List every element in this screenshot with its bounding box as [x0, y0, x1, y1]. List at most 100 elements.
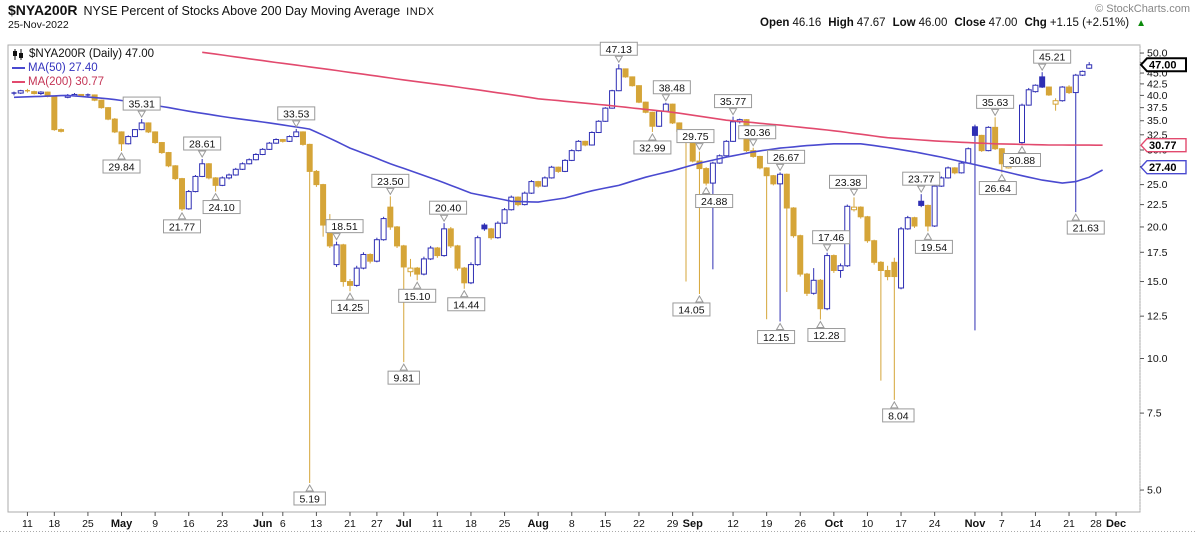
x-tick-label: 10	[862, 518, 874, 530]
annotation-box	[398, 288, 437, 303]
annotation-pointer	[695, 143, 704, 151]
candle-body	[797, 235, 804, 275]
x-tick-label: 7	[999, 518, 1005, 530]
candle-body	[474, 237, 481, 266]
annotation-value: 30.88	[1009, 155, 1035, 167]
candle-body	[548, 166, 555, 179]
candle-body	[810, 279, 817, 294]
x-tick-label: 11	[432, 518, 443, 530]
candle-body	[857, 206, 864, 218]
x-tick-label: 27	[371, 518, 383, 530]
annotation-box	[672, 302, 711, 317]
candle-body	[320, 184, 327, 226]
annotation-box	[387, 370, 420, 385]
y-tick-label: 35.0	[1147, 115, 1168, 127]
candle-body	[279, 139, 286, 142]
x-tick-label: Aug	[527, 518, 548, 530]
annotation-box	[122, 96, 161, 111]
candle-body	[635, 85, 642, 103]
x-tick-label: 13	[311, 518, 323, 530]
candle-body	[985, 126, 992, 152]
annotation-box	[1066, 220, 1105, 235]
candle-body	[252, 153, 259, 161]
ma200-line-swatch	[12, 81, 25, 83]
x-tick-label: 19	[761, 518, 773, 530]
chg-label: Chg	[1024, 17, 1047, 29]
candle-body	[931, 185, 938, 227]
annotation-value: 14.25	[337, 302, 363, 314]
candle-body	[535, 181, 542, 187]
candle-body	[31, 91, 38, 95]
candle-body	[521, 192, 528, 206]
annotation-value: 19.54	[921, 242, 947, 254]
candle-body	[467, 264, 474, 284]
annotation-pointer	[923, 232, 933, 240]
candle-body	[951, 167, 958, 174]
candle-body	[434, 247, 441, 257]
close-value: 47.00	[988, 17, 1018, 29]
candle-body	[414, 267, 421, 275]
candle-body	[750, 150, 757, 157]
candle-body	[481, 224, 488, 230]
candle-body	[299, 131, 306, 145]
candle-body	[367, 253, 374, 262]
annotation-box	[914, 239, 953, 254]
candle-body	[662, 103, 669, 112]
annotation-pointer	[137, 110, 147, 119]
candle-body	[595, 120, 602, 133]
y-tick-label: 22.5	[1147, 199, 1168, 211]
annotation-value: 28.61	[189, 139, 215, 151]
candle-body	[669, 103, 676, 124]
high-label: High	[828, 17, 854, 29]
annotation-box	[652, 80, 691, 95]
annotation-box	[757, 330, 796, 345]
candle-body	[380, 218, 387, 241]
annotation-pointer	[291, 120, 301, 128]
candle-body	[494, 222, 501, 239]
annotation-pointer	[211, 192, 220, 201]
candle-body	[394, 226, 401, 247]
candle-body	[528, 181, 535, 194]
candle-body	[461, 267, 468, 284]
candle-body	[871, 240, 878, 263]
annotation-pointer	[997, 173, 1007, 182]
annotation-pointer	[661, 94, 671, 102]
annotation-pointer	[305, 483, 315, 492]
candle-body	[387, 206, 394, 228]
candle-body	[1052, 100, 1059, 105]
candle-body	[1086, 64, 1093, 69]
low-value: 46.00	[918, 17, 948, 29]
candle-body	[125, 136, 132, 145]
annotation-value: 9.81	[394, 373, 415, 385]
close-axis-tag	[1139, 57, 1187, 73]
candle-body	[37, 91, 44, 95]
open-label: Open	[760, 17, 790, 29]
candle-body	[709, 162, 716, 184]
candle-body	[420, 258, 427, 275]
close-axis-tag-value: 47.00	[1149, 60, 1177, 72]
chart-legend: $NYA200R (Daily) 47.00 MA(50) 27.40 MA(2…	[12, 47, 154, 89]
annotation-pointer	[459, 289, 469, 298]
candle-body	[696, 160, 703, 170]
candle-body	[165, 152, 172, 167]
y-tick-label: 50.0	[1147, 48, 1168, 60]
annotation-value: 14.44	[453, 299, 479, 311]
annotation-value: 32.99	[639, 142, 665, 154]
annotation-value: 29.75	[682, 131, 708, 143]
annotation-box	[163, 219, 201, 234]
candle-body	[1032, 84, 1039, 93]
candle-body	[656, 110, 663, 127]
legend-ma50-row: MA(50) 27.40	[12, 61, 154, 75]
candle-body	[1019, 104, 1025, 144]
candle-body	[723, 140, 730, 157]
chg-value: +1.15 (+2.51%)	[1049, 17, 1130, 29]
legend-ma50-label: MA(50) 27.40	[28, 62, 98, 74]
candle-body	[105, 107, 112, 120]
annotation-value: 14.05	[678, 304, 704, 316]
candle-body	[158, 142, 165, 154]
legend-ma200-row: MA(200) 30.77	[12, 75, 154, 89]
annotation-value: 15.10	[404, 291, 430, 303]
x-tick-label: Sep	[683, 518, 703, 530]
candle-body	[891, 261, 898, 278]
